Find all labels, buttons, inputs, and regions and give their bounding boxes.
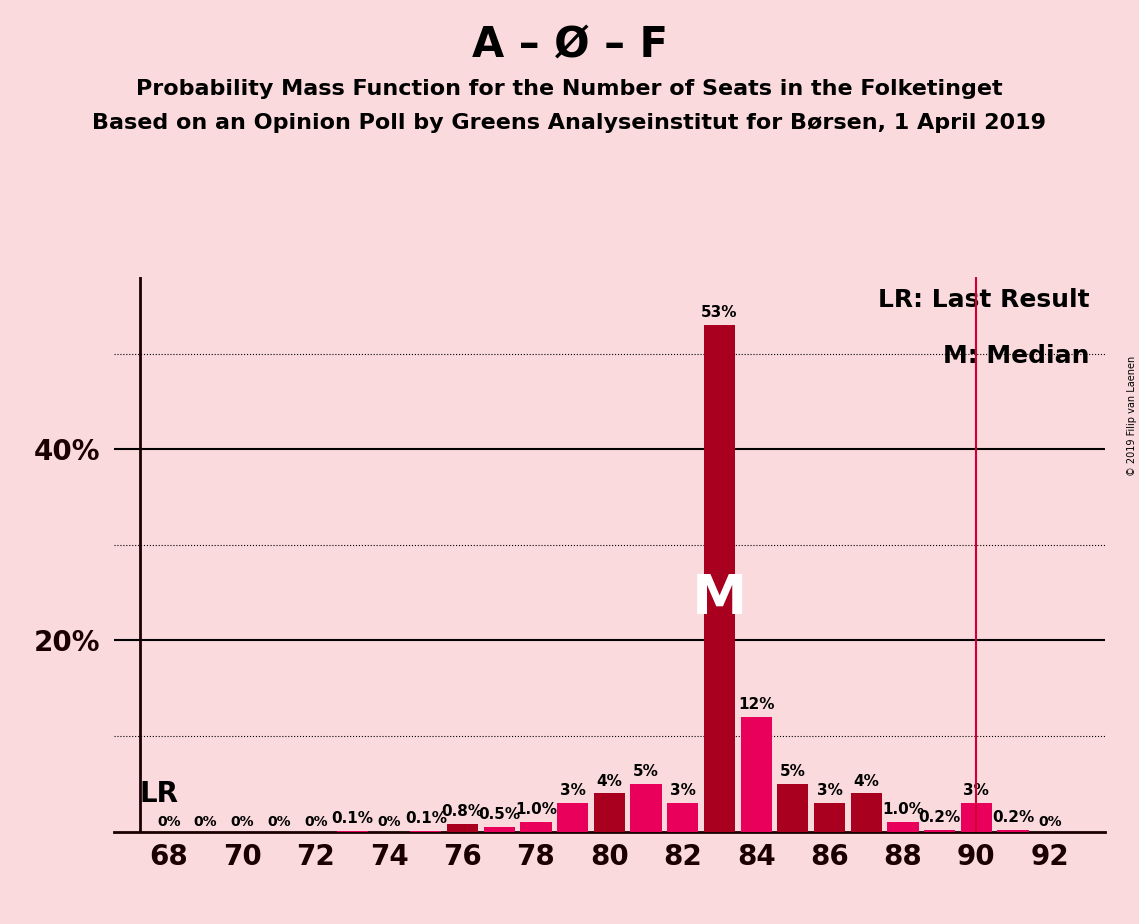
Bar (521, 822, 551, 832)
Text: 3%: 3% (817, 784, 843, 798)
Text: 4%: 4% (853, 773, 879, 788)
Bar (484, 827, 515, 832)
Text: 0%: 0% (230, 815, 254, 829)
Text: 12%: 12% (738, 697, 775, 712)
Bar (446, 824, 478, 832)
Text: 0.1%: 0.1% (331, 811, 374, 826)
Text: 0%: 0% (1038, 815, 1062, 829)
Text: 0.1%: 0.1% (404, 811, 446, 826)
Bar (924, 830, 956, 832)
Text: 5%: 5% (780, 764, 805, 779)
Text: 1.0%: 1.0% (515, 802, 557, 817)
Text: 1.0%: 1.0% (882, 802, 924, 817)
Text: 3%: 3% (964, 784, 990, 798)
Text: © 2019 Filip van Laenen: © 2019 Filip van Laenen (1126, 356, 1137, 476)
Bar (704, 325, 735, 832)
Text: 0%: 0% (268, 815, 290, 829)
Text: M: Median: M: Median (943, 344, 1090, 368)
Text: A – Ø – F: A – Ø – F (472, 23, 667, 65)
Bar (593, 794, 625, 832)
Bar (851, 794, 882, 832)
Bar (961, 803, 992, 832)
Text: 0%: 0% (377, 815, 401, 829)
Text: 3%: 3% (670, 784, 696, 798)
Text: LR: LR (140, 780, 179, 808)
Bar (557, 803, 588, 832)
Text: Based on an Opinion Poll by Greens Analyseinstitut for Børsen, 1 April 2019: Based on an Opinion Poll by Greens Analy… (92, 113, 1047, 133)
Bar (887, 822, 918, 832)
Bar (814, 803, 845, 832)
Text: 0%: 0% (157, 815, 181, 829)
Text: 5%: 5% (633, 764, 659, 779)
Bar (337, 831, 368, 832)
Text: 0.8%: 0.8% (442, 804, 484, 820)
Bar (410, 831, 442, 832)
Text: 0.5%: 0.5% (478, 807, 521, 822)
Bar (777, 784, 809, 832)
Text: 0.2%: 0.2% (992, 810, 1034, 825)
Text: 0.2%: 0.2% (918, 810, 961, 825)
Text: 0%: 0% (304, 815, 328, 829)
Bar (667, 803, 698, 832)
Text: LR: Last Result: LR: Last Result (878, 288, 1090, 312)
Text: 4%: 4% (597, 773, 622, 788)
Bar (740, 717, 772, 832)
Text: 3%: 3% (559, 784, 585, 798)
Text: M: M (691, 572, 747, 626)
Text: Probability Mass Function for the Number of Seats in the Folketinget: Probability Mass Function for the Number… (137, 79, 1002, 99)
Text: 53%: 53% (702, 305, 738, 321)
Bar (998, 830, 1029, 832)
Bar (631, 784, 662, 832)
Text: 0%: 0% (194, 815, 218, 829)
